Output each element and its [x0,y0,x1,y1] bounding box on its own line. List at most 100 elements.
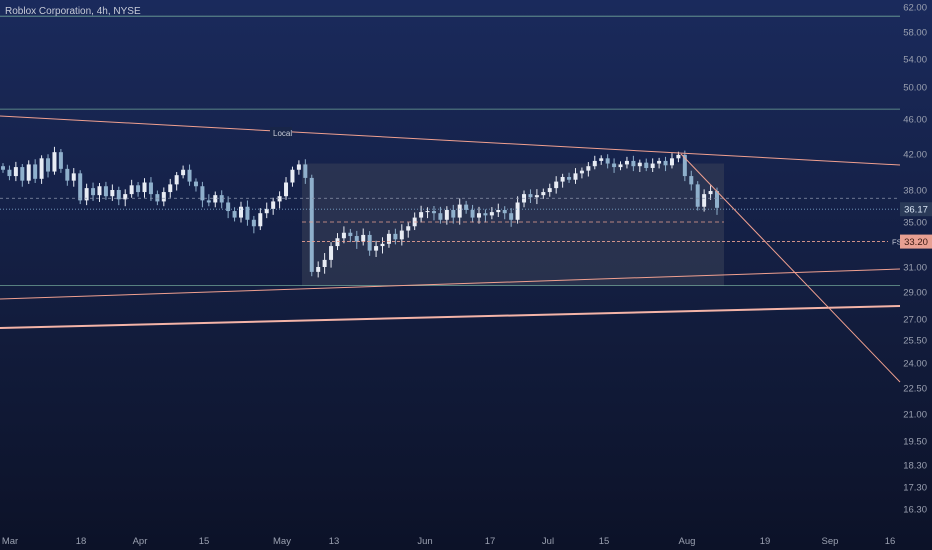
x-tick-label: Jul [542,536,554,547]
candle-body [554,181,559,189]
candle-body [245,206,250,220]
candle-body [534,195,539,198]
support-trendline-bold [0,305,901,329]
candle-body [161,192,166,202]
candle-body [386,233,391,244]
candle-body [618,164,623,168]
candle-body [226,202,231,212]
candle-body [335,238,340,247]
candle-body [631,160,636,167]
candle-body [483,213,488,216]
candle-body [496,209,501,213]
candle-body [470,209,475,218]
candles-layer [1,146,719,278]
candle-body [579,170,584,174]
candle-body [277,196,282,202]
candle-body [136,185,141,193]
candle-body [123,194,128,200]
x-tick-label: 17 [485,536,496,547]
candle-body [515,202,520,220]
y-tick-label: 19.50 [903,437,927,448]
candle-body [605,158,610,164]
candle-body [477,213,481,218]
y-tick-label: 24.00 [903,359,927,370]
candle-body [399,230,404,240]
x-tick-label: 19 [760,536,771,547]
candle-body [586,166,591,171]
y-tick-label: 27.00 [903,315,927,326]
candle-body [341,232,346,239]
candle-body [502,209,507,214]
symbol-title: Roblox Corporation, 4h, NYSE [5,6,141,17]
candle-body [644,162,649,168]
x-tick-label: Sep [822,536,839,547]
candle-body [528,194,533,198]
y-tick-label: 18.30 [903,461,927,472]
y-tick-label: 35.00 [903,218,927,229]
candle-body [695,184,700,207]
candle-body [444,209,449,220]
y-tick-label: 25.50 [903,336,927,347]
candle-body [303,164,308,178]
y-tick-label: 17.30 [903,483,927,494]
candle-body [354,236,359,242]
candle-body [316,267,321,272]
current-price-tag-bg [900,202,932,217]
candle-body [676,154,681,159]
candle-body [181,169,186,176]
x-tick-label: Jun [417,536,432,547]
candle-body [271,201,276,209]
y-tick-label: 46.00 [903,115,927,126]
y-tick-label: 42.00 [903,150,927,161]
candle-body [547,188,552,193]
candle-body [309,177,314,272]
candle-body [541,192,546,196]
x-tick-label: 16 [885,536,896,547]
candle-body [78,173,83,201]
candle-body [7,169,12,177]
candle-body [296,164,301,170]
candle-body [33,164,38,179]
candle-body [406,226,411,231]
candle-body [451,209,456,218]
candle-body [393,233,398,240]
candle-body [206,200,211,203]
candle-body [187,169,192,182]
x-tick-label: Apr [133,536,148,547]
candle-body [431,211,436,214]
candle-body [509,213,514,220]
candle-body [573,173,578,180]
y-tick-label: 50.00 [903,83,927,94]
candle-body [682,154,687,177]
candle-body [200,186,205,201]
y-tick-label: 62.00 [903,3,927,14]
candle-body [103,186,108,197]
candle-body [637,162,642,167]
y-tick-label: 58.00 [903,28,927,39]
y-tick-label: 38.00 [903,186,927,197]
x-tick-label: 15 [599,536,610,547]
x-tick-label: Mar [2,536,18,547]
candle-body [84,188,89,201]
candle-body [1,166,5,170]
y-tick-label: 29.00 [903,288,927,299]
candle-body [239,206,243,218]
candle-body [592,160,597,167]
x-tick-label: 13 [329,536,340,547]
axes-layer: 62.00 58.00 54.00 50.00 46.00 42.00 38.00 35.00… [2,3,932,547]
drawings-layer: Local [0,15,901,383]
candle-body [438,213,443,220]
breakdown-trendline [680,153,901,383]
candle-body [380,243,385,247]
candle-body [264,208,269,214]
y-tick-label: 21.00 [903,410,927,421]
descending-trendline [0,115,901,166]
candle-body [612,163,617,168]
candle-body [20,167,25,181]
candle-body [155,194,160,202]
candle-body [258,213,263,227]
candle-body [715,191,719,208]
